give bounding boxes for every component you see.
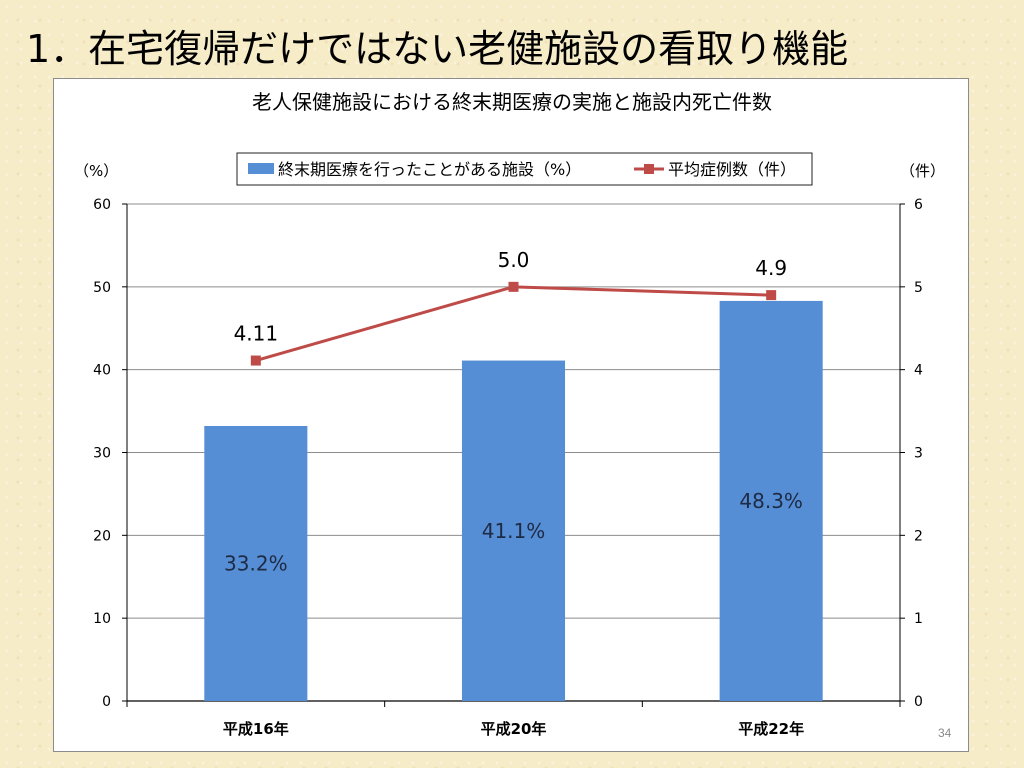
y-left-tick-label: 40	[93, 363, 111, 379]
y-left-tick-label: 60	[93, 197, 111, 213]
line-marker	[250, 355, 261, 366]
y-right-tick-label: 5	[914, 280, 923, 296]
legend-label-line: 平均症例数（件）	[668, 160, 796, 179]
bar	[719, 300, 823, 701]
legend: 終末期医療を行ったことがある施設（%） 平均症例数（件）	[236, 152, 813, 186]
y-left-unit-label: （%）	[74, 162, 118, 180]
y-right-tick-label: 0	[914, 694, 923, 710]
y-right-tick-label: 1	[914, 611, 923, 627]
bar-data-label: 41.1%	[482, 519, 546, 543]
y-left-tick-label: 50	[93, 280, 111, 296]
y-right-unit-label: （件）	[900, 162, 945, 180]
page-number: 34	[938, 726, 952, 740]
data-labels: 33.2% 41.1% 48.3% 4.11 5.0 4.9	[224, 248, 803, 576]
line-path	[255, 285, 772, 362]
line-marker	[766, 290, 777, 301]
y-left-tick-label: 10	[93, 611, 111, 627]
line-data-label: 4.9	[755, 256, 787, 280]
legend-swatch-marker	[644, 164, 654, 174]
legend-swatch-bar	[248, 163, 274, 174]
combo-chart: 老人保健施設における終末期医療の実施と施設内死亡件数 終末期医療を行ったことがあ…	[74, 90, 945, 738]
bar-data-label: 48.3%	[739, 489, 803, 513]
y-left-tick-label: 0	[102, 694, 111, 710]
line-series	[250, 281, 777, 366]
bar	[204, 425, 308, 701]
bar	[461, 360, 566, 701]
x-tick-label: 平成22年	[738, 720, 804, 738]
x-tick-label: 平成16年	[223, 720, 289, 738]
y-left-tick-label: 30	[93, 446, 111, 462]
x-tick-label: 平成20年	[481, 720, 547, 738]
chart-panel: 老人保健施設における終末期医療の実施と施設内死亡件数 終末期医療を行ったことがあ…	[53, 78, 969, 752]
line-marker	[508, 281, 519, 292]
slide-title: 1．在宅復帰だけではない老健施設の看取り機能	[26, 27, 849, 71]
y-left-tick-label: 20	[93, 528, 111, 544]
y-right-tick-label: 2	[914, 528, 923, 544]
line-data-label: 5.0	[498, 248, 530, 272]
bars	[204, 300, 823, 701]
legend-frame	[236, 152, 813, 186]
y-right-tick-label: 6	[914, 197, 923, 213]
bar-data-label: 33.2%	[224, 551, 288, 575]
line-data-label: 4.11	[234, 322, 279, 346]
y-right-tick-label: 4	[914, 363, 923, 379]
legend-label-bar: 終末期医療を行ったことがある施設（%）	[278, 160, 581, 179]
y-right-tick-label: 3	[914, 446, 923, 462]
chart-title: 老人保健施設における終末期医療の実施と施設内死亡件数	[252, 90, 772, 114]
